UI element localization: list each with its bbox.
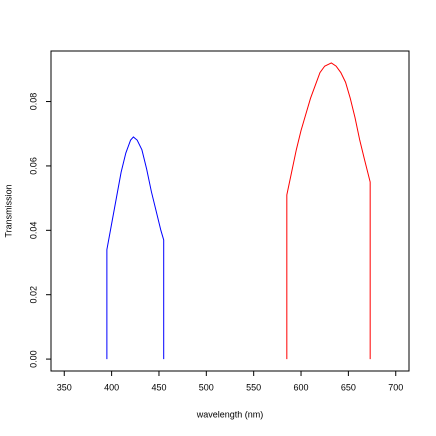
x-tick-label: 400 [104, 382, 119, 392]
x-tick-label: 500 [199, 382, 214, 392]
x-tick-label: 700 [388, 382, 403, 392]
y-tick-label: 0.08 [28, 93, 38, 111]
line [106, 136, 165, 360]
y-tick-label: 0.02 [28, 286, 38, 304]
plot-frame [50, 50, 410, 372]
y-tick-label: 0.04 [28, 222, 38, 240]
x-axis-label: wavelength (nm) [196, 409, 264, 419]
y-tick-label: 0.06 [28, 157, 38, 175]
x-tick-label: 650 [341, 382, 356, 392]
x-tick-label: 450 [151, 382, 166, 392]
x-tick-label: 600 [294, 382, 309, 392]
line [286, 62, 371, 360]
y-axis-label: Transmission [3, 184, 13, 237]
y-tick-label: 0.00 [28, 350, 38, 368]
x-tick-label: 350 [57, 382, 72, 392]
x-tick-label: 550 [246, 382, 261, 392]
